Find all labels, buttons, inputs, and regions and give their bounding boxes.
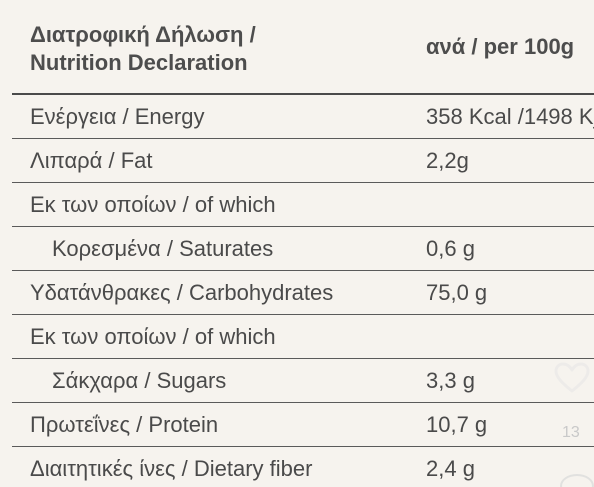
row-value: 10,7 g <box>404 402 594 447</box>
header-name-line1: Διατροφική Δήλωση / <box>30 21 256 47</box>
heart-icon[interactable] <box>554 362 590 394</box>
row-label: Εκ των οποίων / of which <box>12 182 404 227</box>
table-row: Σάκχαρα / Sugars 3,3 g <box>12 358 594 403</box>
header-name-line2: Nutrition Declaration <box>30 49 248 75</box>
row-label: Υδατάνθρακες / Carbohydrates <box>12 270 404 315</box>
header-per-100g: ανά / per 100g <box>404 0 594 95</box>
row-label: Ενέργεια / Energy <box>12 94 404 139</box>
row-value: 358 Kcal /1498 Kj <box>404 94 594 139</box>
table-row: Εκ των οποίων / of which <box>12 314 594 359</box>
row-value: 0,6 g <box>404 226 594 271</box>
like-count: 13 <box>562 424 580 441</box>
row-value: 3,3 g <box>404 358 594 403</box>
table-row: Διαιτητικές ίνες / Dietary fiber 2,4 g <box>12 446 594 487</box>
row-value: 2,2g <box>404 138 594 183</box>
row-value: 75,0 g <box>404 270 594 315</box>
row-value <box>404 314 594 359</box>
row-label: Εκ των οποίων / of which <box>12 314 404 359</box>
row-label: Κορεσμένα / Saturates <box>12 226 404 271</box>
nutrition-table: Διατροφική Δήλωση / Nutrition Declaratio… <box>12 0 594 487</box>
table-row: Λιπαρά / Fat 2,2g <box>12 138 594 183</box>
row-label: Σάκχαρα / Sugars <box>12 358 404 403</box>
row-label: Διαιτητικές ίνες / Dietary fiber <box>12 446 404 487</box>
table-row: Κορεσμένα / Saturates 0,6 g <box>12 226 594 271</box>
table-header-row: Διατροφική Δήλωση / Nutrition Declaratio… <box>12 0 594 95</box>
table-row: Ενέργεια / Energy 358 Kcal /1498 Kj <box>12 94 594 139</box>
header-nutrition-declaration: Διατροφική Δήλωση / Nutrition Declaratio… <box>12 0 404 95</box>
row-label: Λιπαρά / Fat <box>12 138 404 183</box>
row-label: Πρωτεΐνες / Protein <box>12 402 404 447</box>
table-row: Υδατάνθρακες / Carbohydrates 75,0 g <box>12 270 594 315</box>
table-row: Εκ των οποίων / of which <box>12 182 594 227</box>
table-row: Πρωτεΐνες / Protein 10,7 g <box>12 402 594 447</box>
row-value <box>404 182 594 227</box>
